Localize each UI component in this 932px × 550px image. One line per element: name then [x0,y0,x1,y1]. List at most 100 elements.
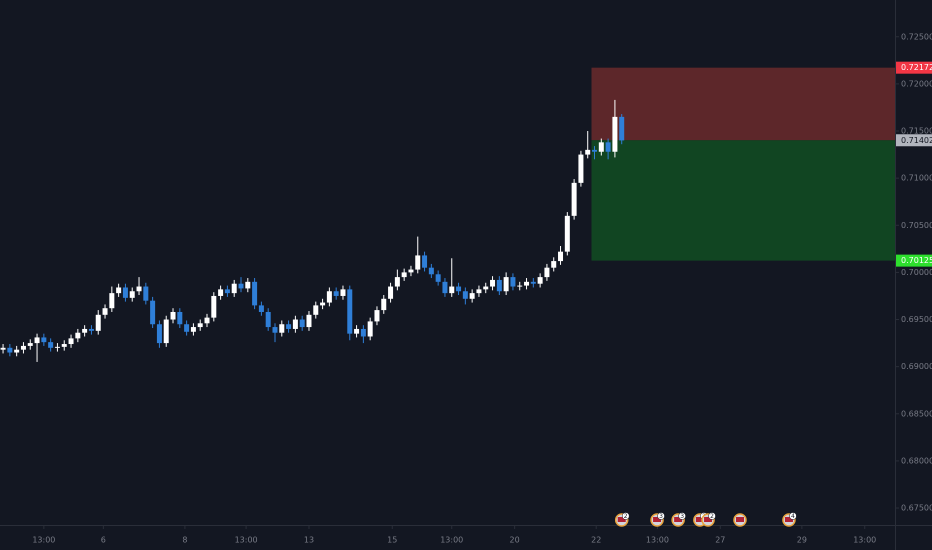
candle-body [401,272,407,278]
candle-body [20,345,26,350]
candle-body [469,293,475,299]
candle-body [564,215,570,252]
candle-body [245,281,251,289]
event-flag [653,517,662,522]
candle-body [449,286,455,294]
candle-body [286,324,292,329]
candle-body [503,277,509,292]
event-flag [617,517,626,522]
candle-body [218,289,224,296]
candle-body [530,281,536,284]
x-tick-label: 6 [101,536,106,545]
candle-body [347,289,353,334]
y-tick-label: 0.69000 [901,362,932,371]
x-tick-label: 29 [797,536,807,545]
candle-body [163,319,169,344]
candle-body [360,328,366,337]
event-flag [674,517,683,522]
candle-body [150,300,156,325]
candle-body [82,328,88,333]
x-tick-label: 13:00 [440,536,463,545]
candle-body [116,287,122,294]
price-label: 0.72172 [901,63,932,72]
price-label-box [896,254,932,267]
y-tick-label: 0.68500 [901,409,932,418]
candle-body [551,261,557,268]
x-tick-label: 13:00 [32,536,55,545]
candle-body [428,267,434,275]
candle-body [27,343,33,346]
candle-body [109,293,115,309]
candle-body [156,324,162,344]
candle-body [462,291,468,299]
candle-body [544,267,550,278]
candle-body [585,149,591,155]
candle-body [598,142,604,152]
candle-body [265,311,271,328]
candle-body [490,279,496,287]
candle-body [517,285,523,287]
event-count-badge [678,512,686,520]
candle-body [320,302,326,306]
candle-body [136,286,142,292]
candle-body [612,116,618,152]
candle-body [592,149,598,152]
event-flag [735,517,744,522]
y-tick-label: 0.67500 [901,504,932,513]
candle-body [197,323,203,328]
candle-body [41,337,47,343]
candle-body [211,295,217,318]
candle-body [619,116,625,141]
target-zone [591,140,895,261]
x-tick-label: 13 [304,536,314,545]
candle-body [184,324,190,332]
x-tick-label: 15 [387,536,397,545]
candle-body [129,291,135,298]
candle-body [408,269,414,273]
candle-body [299,319,305,328]
event-count-badge [621,512,630,520]
x-tick-label: 22 [591,536,601,545]
x-tick-label: 20 [510,536,520,545]
candle-body [415,255,421,270]
candle-body [238,283,244,289]
event-flag [784,517,793,522]
candle-body [476,289,482,294]
candle-body [258,305,264,312]
x-tick-label: 27 [715,536,725,545]
y-tick-label: 0.71000 [901,174,932,183]
candle-body [340,289,346,296]
candle-body [558,251,564,262]
candle-body [442,281,448,294]
candle-body [605,142,611,152]
candle-body [143,286,149,301]
x-tick-label: 13:00 [235,536,258,545]
candle-body [483,286,489,290]
candle-body [224,289,230,294]
y-tick-label: 0.72500 [901,32,932,41]
candle-body [306,314,312,328]
x-tick-label: 8 [182,536,187,545]
event-count-badge [789,512,797,520]
candle-body [190,327,196,332]
candle-body [292,319,298,329]
y-tick-label: 0.70500 [901,221,932,230]
event-count: 2 [624,513,628,520]
candle-body [510,277,516,287]
event-flag [704,517,713,522]
candle-body [354,328,360,334]
candle-body [204,317,210,324]
candle-body [122,287,128,298]
candle-body [0,347,6,350]
price-label: 0.71402 [901,136,932,145]
y-tick-label: 0.69500 [901,315,932,324]
price-label: 0.70125 [901,256,932,265]
candle-body [34,337,40,344]
x-tick-label: 13:00 [646,536,669,545]
y-tick-label: 0.72000 [901,79,932,88]
x-tick-label: 13:00 [853,536,876,545]
event-count: 3 [680,513,684,520]
candle-body [102,308,108,315]
